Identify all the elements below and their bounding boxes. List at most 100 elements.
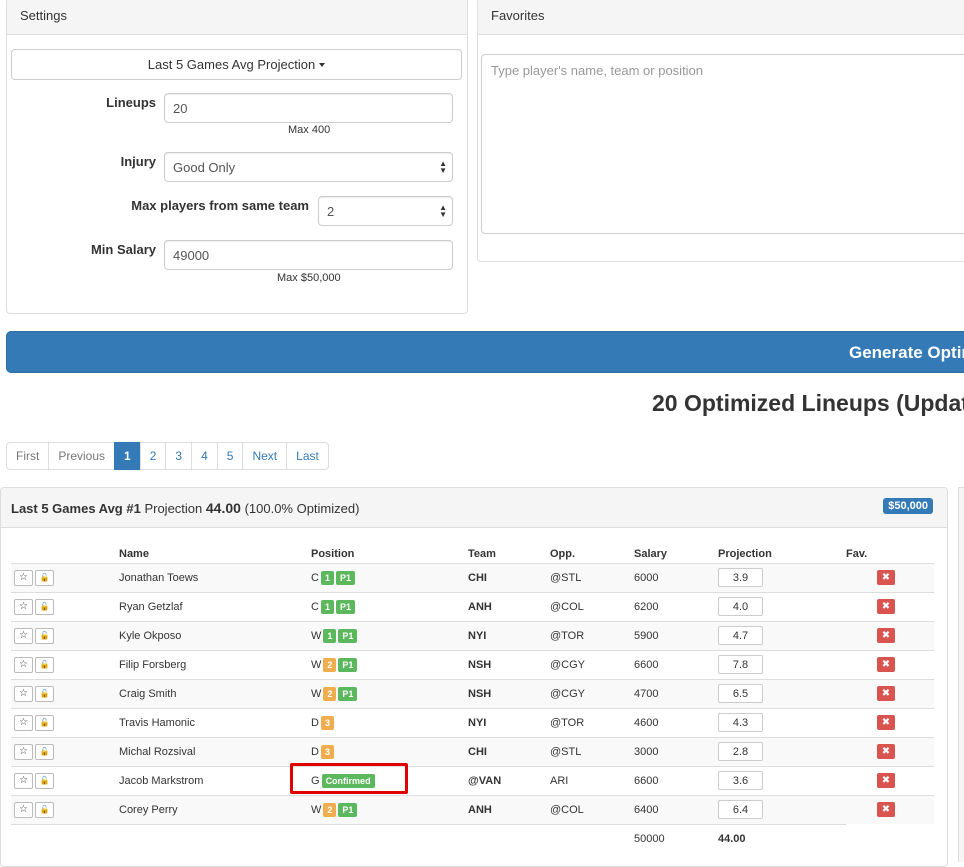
projection-input[interactable]: 2.8 xyxy=(718,742,763,761)
page-next[interactable]: Next xyxy=(242,442,288,470)
player-name: Travis Hamonic xyxy=(119,707,311,737)
star-icon[interactable]: ☆ xyxy=(14,656,33,673)
favorites-placeholder: Type player's name, team or position xyxy=(491,63,704,78)
generate-button[interactable]: Generate Optim xyxy=(6,331,964,373)
col-position: Position xyxy=(311,547,355,560)
player-position: C 1 P1 xyxy=(311,591,468,621)
totals-empty xyxy=(119,823,311,853)
star-icon[interactable]: ☆ xyxy=(14,772,33,789)
star-icon[interactable]: ☆ xyxy=(14,685,33,702)
projection-input[interactable]: 3.6 xyxy=(718,771,763,790)
fav-cell: ✖ xyxy=(846,794,934,824)
player-position: G Confirmed xyxy=(311,765,468,795)
player-team: NSH xyxy=(468,649,550,679)
lineups-value: 20 xyxy=(173,100,188,116)
projection-cell: 4.0 xyxy=(718,591,846,621)
position-tag: P1 xyxy=(338,686,358,701)
remove-icon[interactable]: ✖ xyxy=(877,599,895,614)
lock-icon[interactable]: 🔓 xyxy=(35,743,54,760)
projection-input[interactable]: 4.0 xyxy=(718,597,763,616)
page-last[interactable]: Last xyxy=(286,442,329,470)
fav-cell: ✖ xyxy=(846,678,934,708)
lock-icon[interactable]: 🔓 xyxy=(35,569,54,586)
table-row: ☆ 🔓 Michal Rozsival D 3 CHI @STL 3000 2.8 ✖ xyxy=(11,736,934,766)
fav-cell: ✖ xyxy=(846,620,934,650)
player-team: @VAN xyxy=(468,765,550,795)
injury-value: Good Only xyxy=(173,159,236,175)
position-letter: G xyxy=(311,774,320,787)
projection-cell: 3.9 xyxy=(718,562,846,592)
remove-icon[interactable]: ✖ xyxy=(877,570,895,585)
player-team: NYI xyxy=(468,620,550,650)
projection-input[interactable]: 6.5 xyxy=(718,684,763,703)
player-opp: ARI xyxy=(550,765,634,795)
remove-icon[interactable]: ✖ xyxy=(877,744,895,759)
projection-input[interactable]: 4.3 xyxy=(718,713,763,732)
player-salary: 6600 xyxy=(634,649,718,679)
page-3[interactable]: 3 xyxy=(165,442,193,470)
player-team: CHI xyxy=(468,736,550,766)
player-team: ANH xyxy=(468,591,550,621)
remove-icon[interactable]: ✖ xyxy=(877,657,895,672)
max-team-label: Max players from same team xyxy=(131,198,309,213)
page-previous[interactable]: Previous xyxy=(48,442,116,470)
next-panel-edge xyxy=(958,487,964,862)
col-salary: Salary xyxy=(634,547,668,560)
lock-icon[interactable]: 🔓 xyxy=(35,801,54,818)
position-tag: Confirmed xyxy=(321,773,375,788)
max-team-value: 2 xyxy=(327,203,335,219)
row-actions: ☆ 🔓 xyxy=(11,678,119,708)
remove-icon[interactable]: ✖ xyxy=(877,773,895,788)
projection-input[interactable]: 3.9 xyxy=(718,568,763,587)
injury-select[interactable]: Good Only ▲ ▼ xyxy=(164,152,453,182)
player-team: NYI xyxy=(468,707,550,737)
player-name: Filip Forsberg xyxy=(119,649,311,679)
col-opp: Opp. xyxy=(550,547,576,560)
col-actions xyxy=(11,542,119,563)
lock-icon[interactable]: 🔓 xyxy=(35,685,54,702)
star-icon[interactable]: ☆ xyxy=(14,801,33,818)
lock-icon[interactable]: 🔓 xyxy=(35,714,54,731)
remove-icon[interactable]: ✖ xyxy=(877,686,895,701)
page-2[interactable]: 2 xyxy=(139,442,167,470)
col-fav: Fav. xyxy=(846,547,868,560)
max-team-select[interactable]: 2 ▲ ▼ xyxy=(318,196,453,226)
confirmed-highlight xyxy=(290,763,408,794)
page-1[interactable]: 1 xyxy=(114,442,141,470)
position-tag: 2 xyxy=(323,657,337,672)
star-icon[interactable]: ☆ xyxy=(14,569,33,586)
star-icon[interactable]: ☆ xyxy=(14,743,33,760)
star-icon[interactable]: ☆ xyxy=(14,598,33,615)
star-icon[interactable]: ☆ xyxy=(14,627,33,644)
lock-icon[interactable]: 🔓 xyxy=(35,772,54,789)
remove-icon[interactable]: ✖ xyxy=(877,802,895,818)
projection-dropdown[interactable]: Last 5 Games Avg Projection xyxy=(11,49,462,80)
projection-input[interactable]: 7.8 xyxy=(718,655,763,674)
lock-icon[interactable]: 🔓 xyxy=(35,656,54,673)
lock-icon[interactable]: 🔓 xyxy=(35,598,54,615)
player-opp: @COL xyxy=(550,794,634,824)
star-icon[interactable]: ☆ xyxy=(14,714,33,731)
table-row: ☆ 🔓 Jacob Markstrom G Confirmed @VAN ARI 6600 3.… xyxy=(11,765,934,795)
lineups-input[interactable]: 20 xyxy=(164,93,453,123)
position-letter: D xyxy=(311,716,319,729)
page-first[interactable]: First xyxy=(6,442,50,470)
position-letter: D xyxy=(311,745,319,758)
lineup-optimized: (100.0% Optimized) xyxy=(244,501,360,516)
remove-icon[interactable]: ✖ xyxy=(877,628,895,643)
lock-icon[interactable]: 🔓 xyxy=(35,627,54,644)
page-5[interactable]: 5 xyxy=(216,442,244,470)
page-4[interactable]: 4 xyxy=(191,442,218,470)
remove-icon[interactable]: ✖ xyxy=(877,715,895,730)
favorites-search-input[interactable]: Type player's name, team or position xyxy=(481,54,964,234)
position-tag: P1 xyxy=(338,802,358,817)
projection-input[interactable]: 4.7 xyxy=(718,626,763,645)
totals-empty xyxy=(550,823,634,853)
projection-input[interactable]: 6.4 xyxy=(718,800,763,819)
lineup-projection-value: 44.00 xyxy=(205,500,241,516)
col-projection: Projection xyxy=(718,547,772,560)
min-salary-input[interactable]: 49000 xyxy=(164,240,453,270)
player-opp: @CGY xyxy=(550,678,634,708)
caret-down-icon xyxy=(319,62,326,67)
